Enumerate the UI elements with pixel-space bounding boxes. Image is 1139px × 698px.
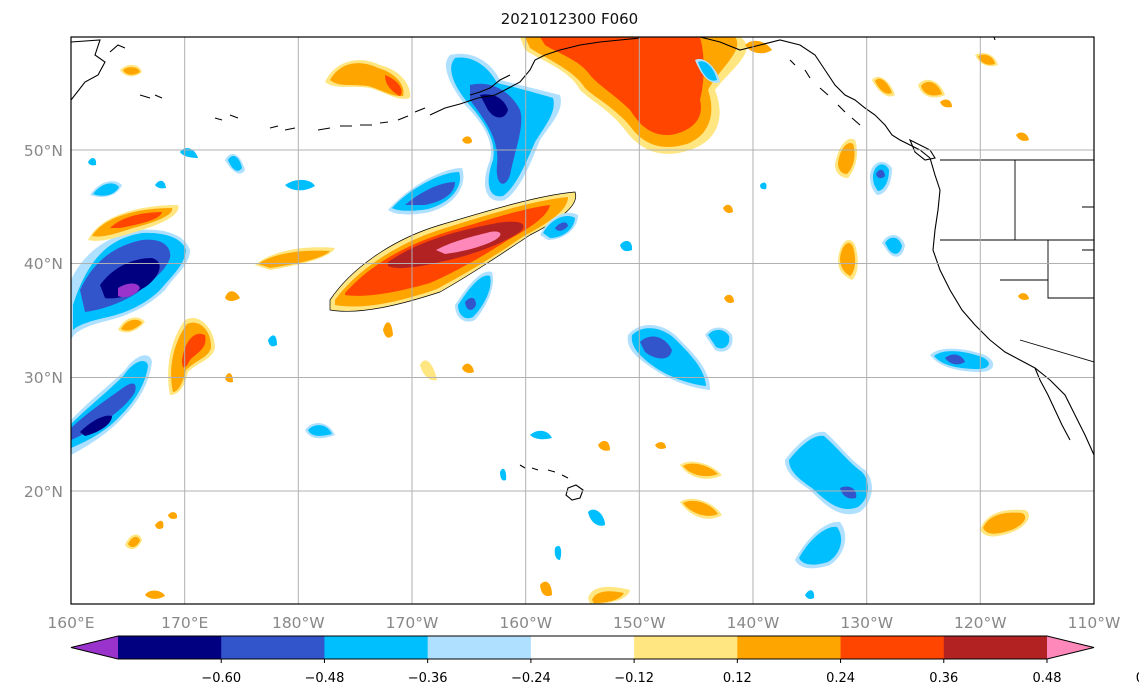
map-frame xyxy=(70,36,1095,605)
warm-blob-845 xyxy=(838,240,858,280)
warm-band-center xyxy=(329,191,577,312)
colorbar-tick-label: −0.24 xyxy=(511,671,551,686)
cold-blob-660 xyxy=(627,324,710,390)
colorbar-outline xyxy=(70,635,1095,660)
x-tick-label: 180°W xyxy=(272,614,325,632)
cold-blob-555 xyxy=(540,212,578,240)
colorbar-cell xyxy=(324,636,429,659)
colorbar-ticks xyxy=(220,659,1048,663)
coastlines xyxy=(71,37,1094,501)
x-axis-labels: 160°E 170°E 180°W 170°W 160°W 150°W 140°… xyxy=(47,614,1120,632)
colorbar-cells xyxy=(70,635,1095,660)
colorbar-tick-label: 0.12 xyxy=(723,671,752,686)
colorbar-tick-label: −0.48 xyxy=(305,671,345,686)
colorbar-tick-label: −0.12 xyxy=(614,671,654,686)
colorbar-cell xyxy=(221,636,325,659)
colorbar-cell xyxy=(943,636,1048,659)
cold-streak-aleutian xyxy=(445,53,561,201)
cold-west-large xyxy=(71,229,190,340)
x-tick-label: 140°W xyxy=(727,614,780,632)
warm-blob-1005 xyxy=(980,509,1030,537)
colorbar-tick-label: −0.60 xyxy=(201,671,241,686)
map-contents xyxy=(71,37,1094,604)
colorbar-tick-label: 0.24 xyxy=(826,671,855,686)
warm-blob-190 xyxy=(168,318,215,395)
map-background xyxy=(71,37,1094,604)
warm-blob-845b xyxy=(835,138,858,178)
cold-blob-720 xyxy=(705,327,733,352)
y-axis-labels: 20°N 30°N 40°N 50°N xyxy=(24,142,63,501)
x-tick-label: 110°W xyxy=(1068,614,1121,632)
warm-west-streak xyxy=(88,205,179,241)
y-tick-label: 50°N xyxy=(24,142,63,160)
x-tick-label: 130°W xyxy=(840,614,893,632)
colorbar-cell xyxy=(118,636,222,659)
colorbar-cell xyxy=(634,636,738,659)
x-tick-label: 160°W xyxy=(499,614,552,632)
cold-blob-470 xyxy=(455,271,494,322)
cold-blob-960 xyxy=(930,348,994,372)
colorbar-cell xyxy=(840,636,945,659)
colorbar-cell xyxy=(737,636,842,659)
colorbar-tick-label: 0.36 xyxy=(929,671,958,686)
x-tick-label: 170°E xyxy=(161,614,208,632)
x-tick-label: 150°W xyxy=(613,614,666,632)
colorbar-cell xyxy=(530,636,635,659)
cold-blob-820 xyxy=(795,521,846,569)
x-tick-label: 160°E xyxy=(47,614,94,632)
y-tick-label: 30°N xyxy=(24,369,63,387)
cold-blob-425 xyxy=(388,168,464,215)
political-borders xyxy=(940,159,1094,363)
y-tick-label: 40°N xyxy=(24,255,63,273)
colorbar-tick-label: 0.48 xyxy=(1033,671,1062,686)
contour-fills xyxy=(71,37,1030,604)
colorbar-cell xyxy=(427,636,532,659)
warm-alaska xyxy=(520,37,747,154)
warm-small-blobs xyxy=(118,40,1029,604)
colorbar-tick-label: 0.60 xyxy=(1136,671,1139,686)
x-tick-label: 120°W xyxy=(954,614,1007,632)
colorbar: −0.60 −0.48 −0.36 −0.24 −0.12 0.12 0.24 0.36 0.4… xyxy=(70,635,1139,686)
x-tick-label: 170°W xyxy=(386,614,439,632)
map-title: 2021012300 F060 xyxy=(500,10,639,28)
cold-blob-880 xyxy=(870,161,892,195)
colorbar-extend-high xyxy=(1047,636,1094,659)
colorbar-extend-low xyxy=(71,636,118,659)
gridlines xyxy=(71,37,1094,604)
cold-blob-895 xyxy=(882,234,905,257)
warm-blob-370 xyxy=(325,60,411,99)
y-tick-label: 20°N xyxy=(24,483,63,501)
cold-small-blobs xyxy=(88,59,815,599)
colorbar-tick-label: −0.36 xyxy=(408,671,448,686)
cold-southwest xyxy=(71,355,152,455)
colorbar-tick-labels: −0.60 −0.48 −0.36 −0.24 −0.12 0.12 0.24 0.36 0.4… xyxy=(201,671,1139,686)
